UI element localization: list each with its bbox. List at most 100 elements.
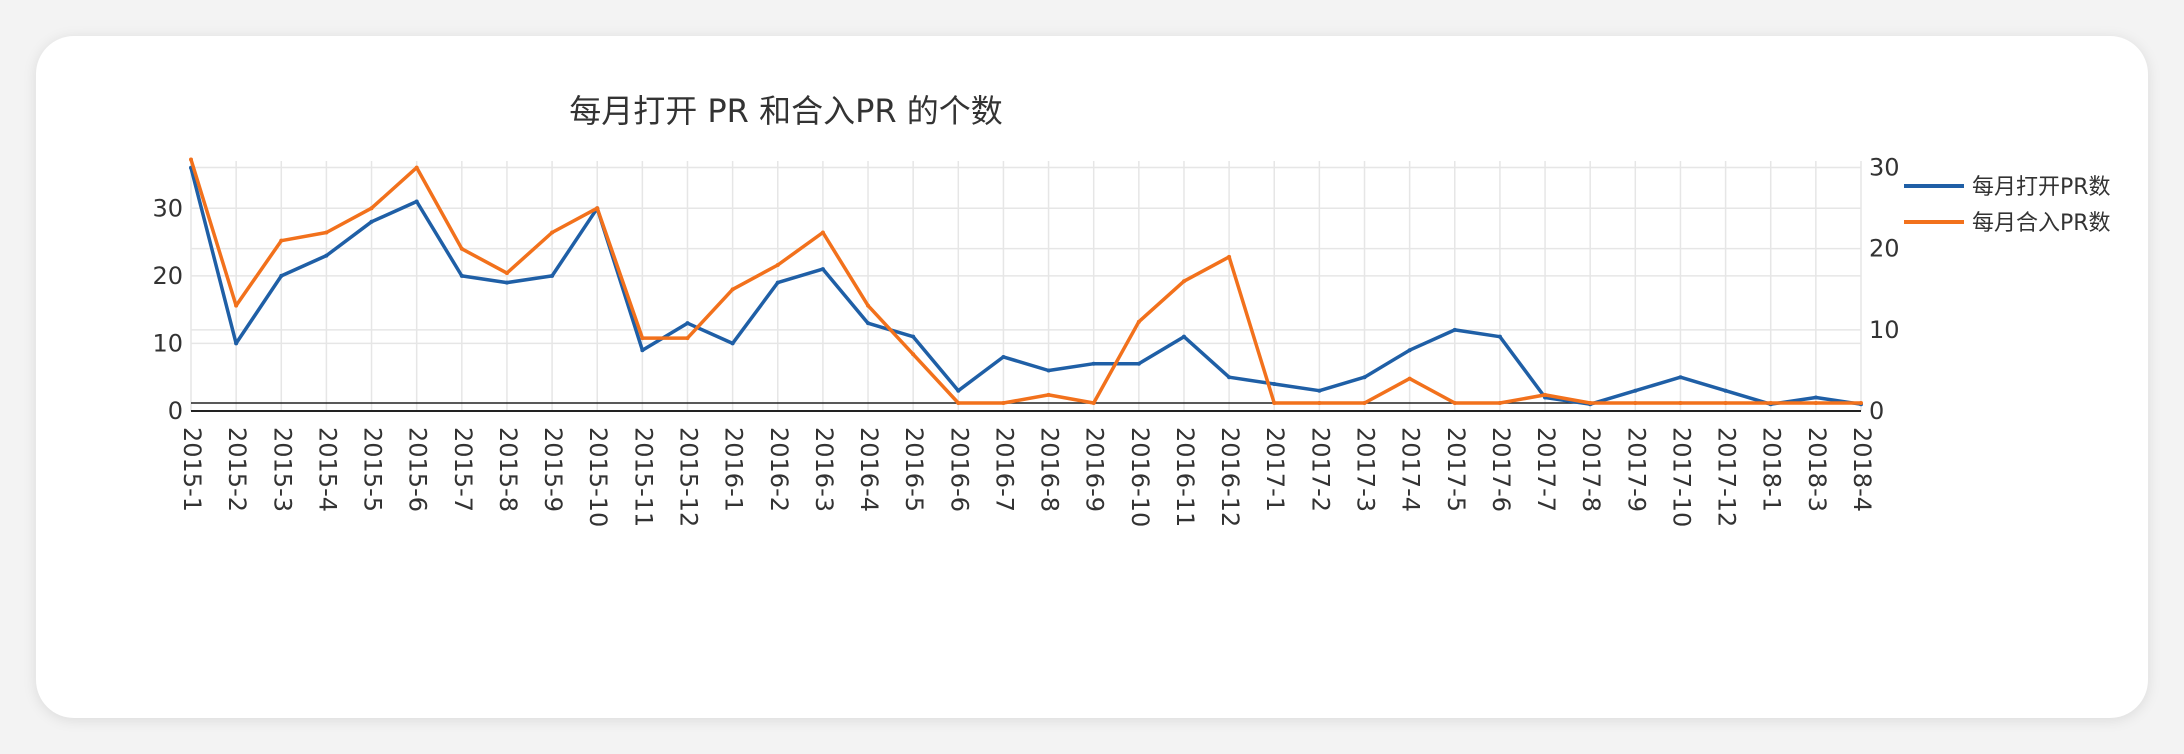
x-tick-label: 2015-2	[223, 427, 251, 512]
x-tick-label: 2017-4	[1397, 427, 1425, 512]
point-merged	[1362, 401, 1367, 405]
point-merged	[1317, 401, 1322, 405]
y-right-tick-label: 10	[1869, 316, 1900, 344]
x-tick-label: 2015-9	[539, 427, 567, 512]
point-open	[459, 273, 464, 278]
x-tick-label: 2016-12	[1216, 427, 1244, 527]
x-tick-label: 2017-8	[1577, 427, 1605, 512]
point-open	[550, 273, 555, 278]
legend-label-merged: 每月合入PR数	[1972, 211, 2111, 236]
x-tick-label: 2017-6	[1487, 427, 1515, 512]
x-tick-label: 2016-6	[945, 427, 973, 512]
line-chart: 每月打开 PR 和合入PR 的个数 2015-1 2015-2 2015-3 2015…	[152, 92, 2111, 527]
axes: 2015-1 2015-2 2015-3 2015-4 2015-5 2015-6 2015…	[152, 153, 1899, 527]
point-merged	[189, 157, 193, 162]
legend-item-open[interactable]: 每月打开PR数	[1904, 175, 2111, 200]
chart-title: 每月打开 PR 和合入PR 的个数	[569, 92, 1003, 130]
point-merged	[685, 336, 690, 341]
chart-card: 每月打开 PR 和合入PR 的个数 2015-1 2015-2 2015-3 2015…	[36, 36, 2148, 718]
x-tick-label: 2017-3	[1352, 427, 1380, 512]
point-merged	[1046, 392, 1051, 397]
series-line-open	[189, 167, 1862, 406]
point-merged	[504, 271, 509, 276]
point-merged	[1227, 254, 1232, 259]
x-tick-label: 2016-10	[1126, 427, 1154, 527]
y-right-tick-label: 20	[1869, 235, 1900, 263]
point-merged	[730, 287, 735, 292]
series-lines	[189, 157, 1863, 407]
point-open	[1227, 375, 1232, 380]
point-open	[866, 321, 871, 326]
point-merged	[1768, 401, 1773, 405]
x-tick-label: 2015-11	[629, 427, 657, 527]
x-tick-label: 2015-3	[268, 427, 296, 512]
point-open	[911, 334, 916, 339]
x-tick-label: 2015-4	[313, 427, 341, 512]
point-merged	[1859, 401, 1863, 405]
x-tick-label: 2018-4	[1848, 427, 1876, 512]
x-tick-label: 2015-8	[494, 427, 522, 512]
point-open	[279, 273, 284, 278]
legend[interactable]: 每月打开PR数 每月合入PR数	[1904, 175, 2111, 236]
y-left-tick-label: 30	[152, 194, 183, 222]
point-merged	[1678, 401, 1683, 405]
point-open	[730, 341, 735, 346]
x-tick-label: 2015-10	[584, 427, 612, 527]
legend-item-merged[interactable]: 每月合入PR数	[1904, 211, 2111, 236]
x-tick-label: 2015-5	[359, 427, 387, 512]
x-tick-label: 2016-3	[810, 427, 838, 512]
point-merged	[956, 401, 961, 405]
legend-label-open: 每月打开PR数	[1972, 175, 2111, 200]
point-merged	[1723, 401, 1728, 405]
x-tick-label: 2016-1	[720, 427, 748, 512]
point-merged	[1272, 401, 1277, 405]
point-open	[1362, 375, 1367, 380]
point-open	[820, 267, 825, 272]
point-open	[1136, 361, 1141, 366]
x-tick-label: 2017-1	[1261, 427, 1289, 512]
point-merged	[234, 303, 239, 308]
x-tick-label: 2016-9	[1081, 427, 1109, 512]
point-open	[234, 341, 239, 346]
point-merged	[1001, 401, 1006, 405]
point-merged	[866, 303, 871, 308]
x-tick-label: 2017-10	[1667, 427, 1695, 527]
point-open	[1091, 361, 1096, 366]
point-merged	[550, 230, 555, 235]
point-merged	[775, 263, 780, 268]
point-merged	[414, 165, 419, 170]
grid-lines	[190, 161, 1862, 411]
y-left-tick-label: 20	[152, 262, 183, 290]
point-open	[324, 253, 329, 258]
point-open	[1633, 388, 1638, 393]
x-tick-label: 2015-7	[449, 427, 477, 512]
y-right-tick-label: 0	[1869, 397, 1884, 425]
x-tick-label: 2016-5	[900, 427, 928, 512]
point-open	[1272, 381, 1277, 386]
y-left-tick-label: 10	[152, 329, 183, 357]
point-open	[504, 280, 509, 285]
point-open	[1181, 334, 1186, 339]
point-merged	[640, 336, 645, 341]
point-open	[1497, 334, 1502, 339]
point-merged	[1181, 279, 1186, 284]
point-open	[685, 321, 690, 326]
x-tick-label: 2016-2	[765, 427, 793, 512]
x-tick-label: 2015-12	[674, 427, 702, 527]
point-open	[1001, 354, 1006, 359]
point-merged	[369, 206, 374, 211]
point-open	[1723, 388, 1728, 393]
point-merged	[1136, 319, 1141, 324]
point-merged	[279, 238, 284, 243]
point-merged	[324, 230, 329, 235]
point-merged	[1091, 401, 1096, 405]
point-merged	[911, 352, 916, 357]
point-open	[775, 280, 780, 285]
y-left-tick-label: 0	[168, 397, 183, 425]
point-open	[1813, 395, 1818, 400]
series-line-merged	[189, 158, 1861, 405]
point-open	[956, 388, 961, 393]
x-tick-label: 2017-9	[1622, 427, 1650, 512]
point-merged	[1452, 401, 1457, 405]
x-tick-label: 2017-12	[1713, 427, 1741, 527]
